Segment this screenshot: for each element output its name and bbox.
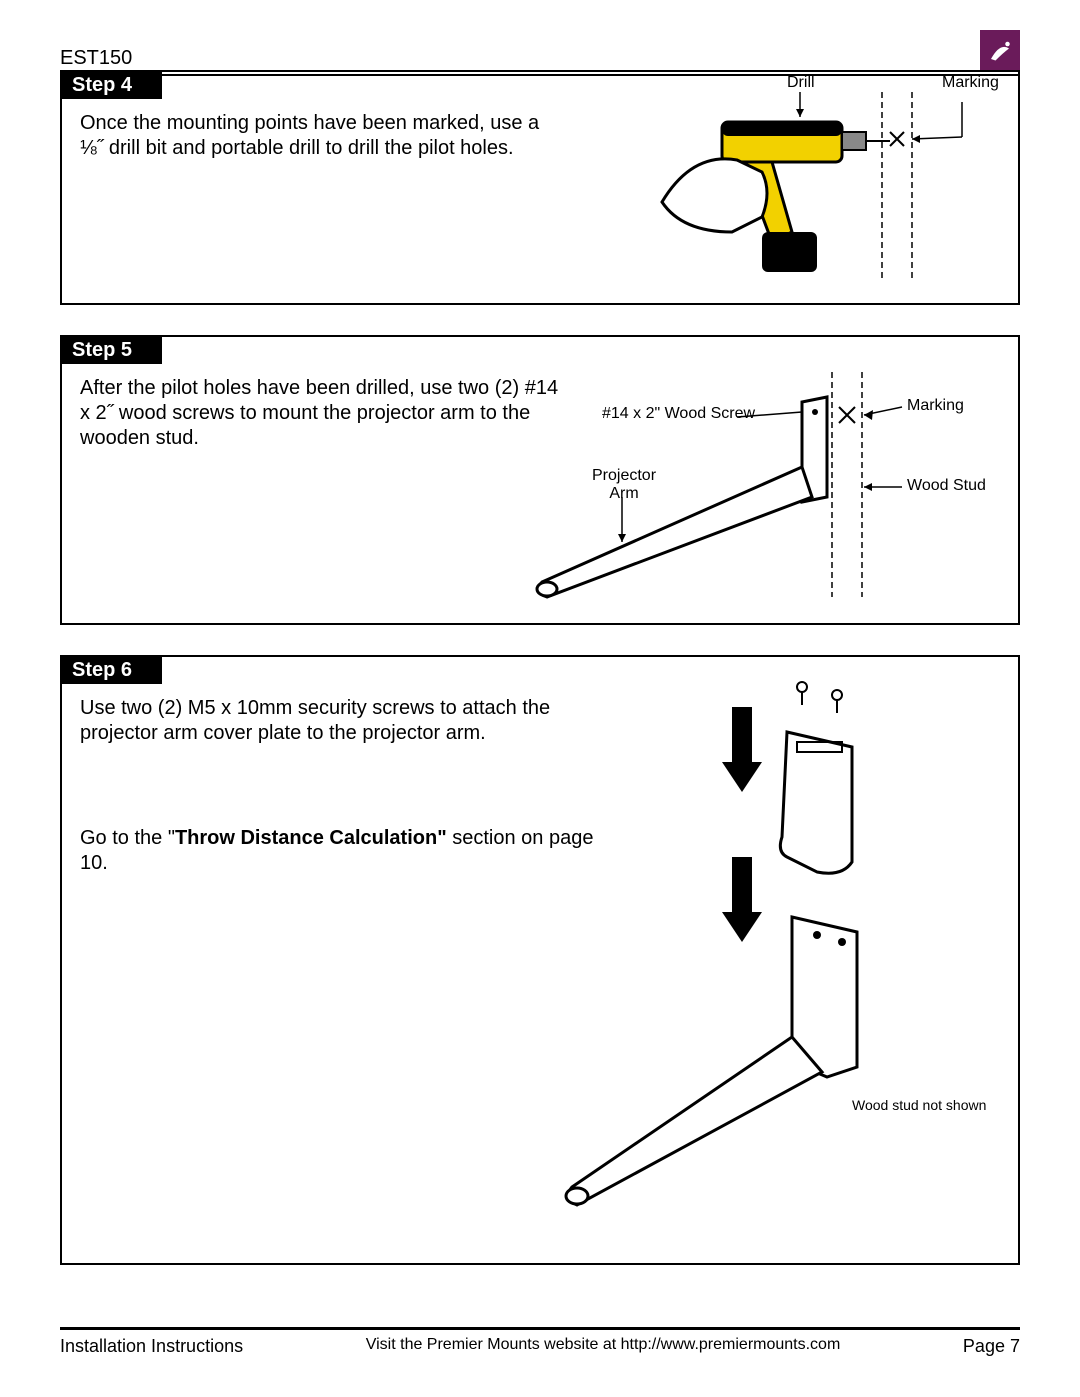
step6-text2: Go to the "Throw Distance Calculation" s… bbox=[62, 746, 622, 876]
page-footer: Installation Instructions Visit the Prem… bbox=[60, 1327, 1020, 1357]
step5-illustration: #14 x 2" Wood Screw Projector Arm Markin… bbox=[502, 367, 1012, 617]
step6-label: Step 6 bbox=[62, 657, 162, 684]
step5-label: Step 5 bbox=[62, 337, 162, 364]
note-label: Wood stud not shown bbox=[852, 1097, 986, 1113]
step6-text1: Use two (2) M5 x 10mm security screws to… bbox=[62, 684, 582, 746]
footer-mid: Visit the Premier Mounts website at http… bbox=[366, 1336, 841, 1357]
step4-box: Step 4 Once the mounting points have bee… bbox=[60, 70, 1020, 305]
stud-label: Wood Stud bbox=[907, 477, 986, 495]
marking-label-5: Marking bbox=[907, 397, 964, 415]
step6-box: Step 6 Use two (2) M5 x 10mm security sc… bbox=[60, 655, 1020, 1265]
model-number: EST150 bbox=[60, 47, 132, 70]
brand-logo bbox=[980, 30, 1020, 70]
drill-label: Drill bbox=[787, 74, 815, 92]
step6-text2-prefix: Go to the " bbox=[80, 827, 175, 849]
footer-left: Installation Instructions bbox=[60, 1336, 243, 1357]
footer-right: Page 7 bbox=[963, 1336, 1020, 1357]
step6-text2-bold: Throw Distance Calculation" bbox=[175, 827, 447, 849]
screw-label: #14 x 2" Wood Screw bbox=[602, 405, 755, 423]
marking-label: Marking bbox=[942, 74, 999, 92]
step4-illustration: Drill Marking bbox=[622, 82, 1012, 292]
step4-text: Once the mounting points have been marke… bbox=[62, 99, 582, 161]
step6-illustration: Wood stud not shown bbox=[562, 677, 1002, 1237]
arm-label: Projector Arm bbox=[592, 467, 656, 503]
step4-label: Step 4 bbox=[62, 72, 162, 99]
step5-box: Step 5 After the pilot holes have been d… bbox=[60, 335, 1020, 625]
